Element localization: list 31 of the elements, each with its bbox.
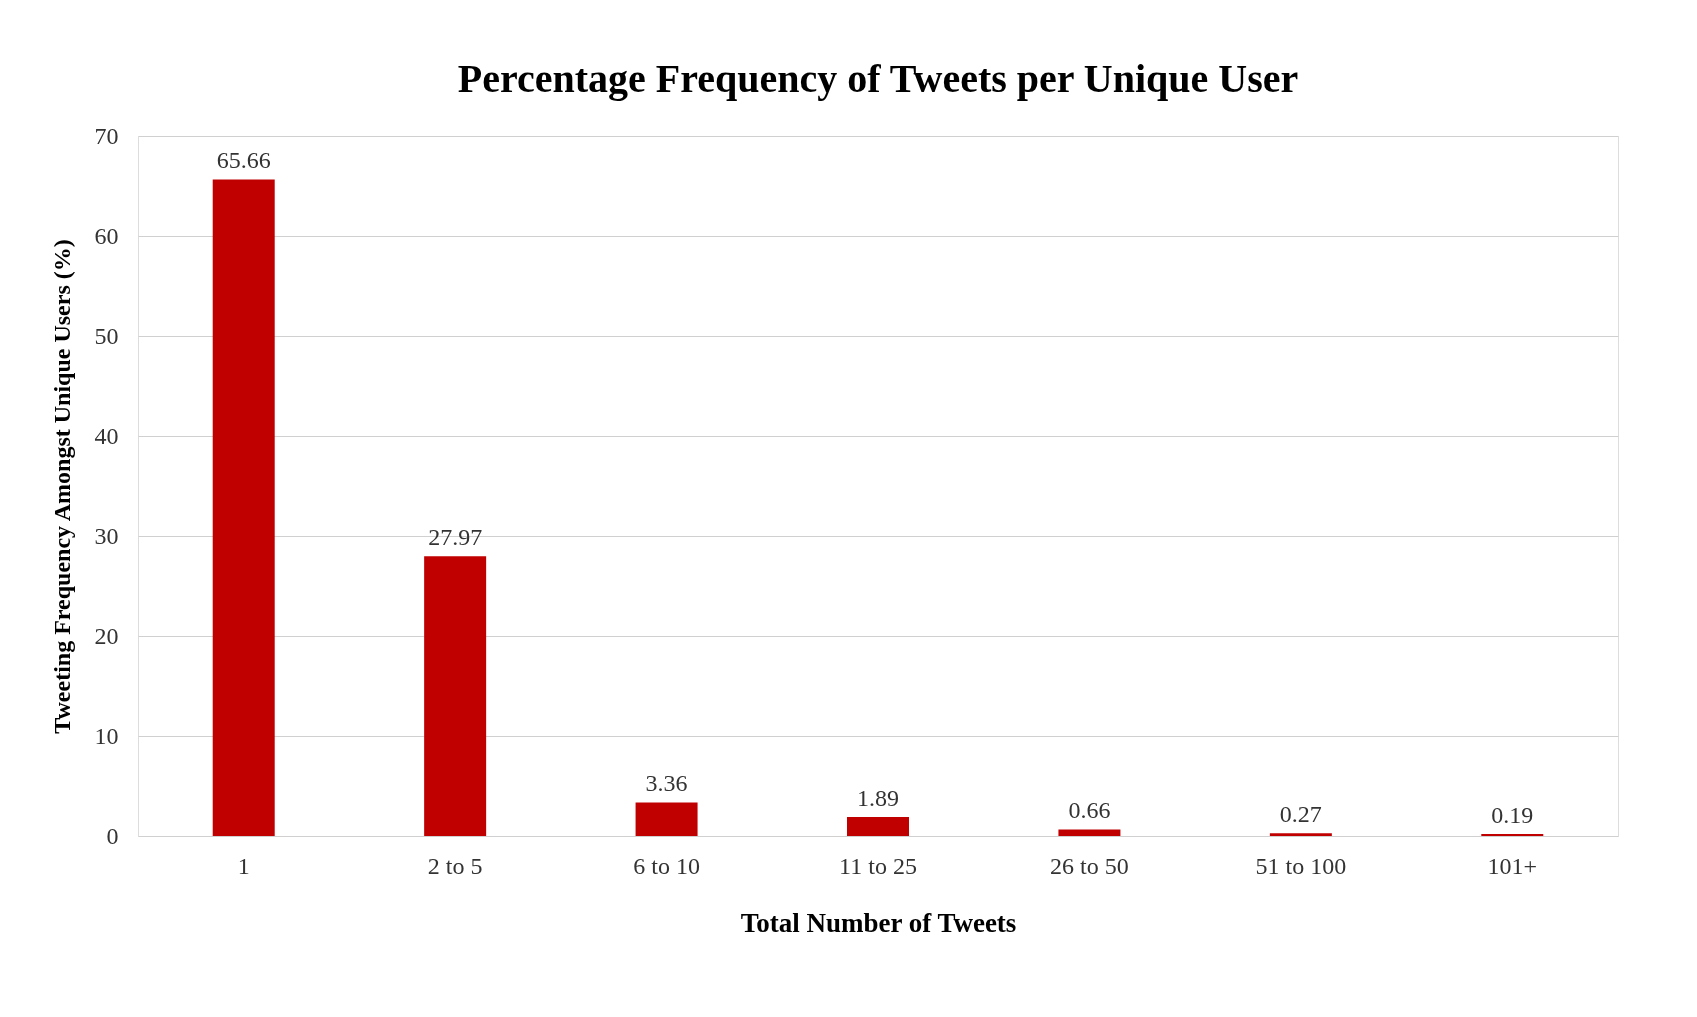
y-tick-label: 40	[94, 422, 119, 449]
x-axis-title: Total Number of Tweets	[740, 907, 1017, 938]
chart-title: Percentage Frequency of Tweets per Unique User	[457, 56, 1299, 101]
y-tick-label: 30	[94, 522, 119, 549]
y-tick-label: 20	[94, 622, 119, 649]
bar	[424, 556, 487, 836]
bar	[635, 802, 698, 836]
bar	[1269, 833, 1332, 836]
y-tick-label: 0	[106, 822, 119, 849]
bar	[847, 817, 909, 836]
bar	[212, 179, 275, 836]
y-tick-label: 60	[94, 222, 119, 249]
data-label: 0.27	[1279, 801, 1322, 828]
x-tick-label: 6 to 10	[633, 852, 700, 879]
bar	[1058, 829, 1121, 836]
x-tick-label: 26 to 50	[1050, 852, 1129, 879]
x-tick-label: 51 to 100	[1255, 852, 1347, 879]
data-label: 27.97	[428, 524, 483, 551]
data-label: 1.89	[857, 785, 899, 812]
x-tick-label: 11 to 25	[839, 852, 917, 879]
y-axis-title: Tweeting Frequency Amongst Unique Users (%)	[48, 239, 75, 734]
y-tick-label: 10	[94, 722, 119, 749]
data-label: 3.36	[645, 770, 688, 797]
data-label: 0.19	[1491, 802, 1534, 829]
data-label: 0.66	[1068, 797, 1111, 824]
y-tick-label: 50	[94, 322, 119, 349]
x-tick-label: 2 to 5	[427, 852, 483, 879]
data-label: 65.66	[216, 147, 271, 174]
x-tick-label: 1	[237, 852, 250, 879]
y-tick-label: 70	[94, 122, 119, 149]
x-tick-label: 101+	[1487, 852, 1538, 879]
